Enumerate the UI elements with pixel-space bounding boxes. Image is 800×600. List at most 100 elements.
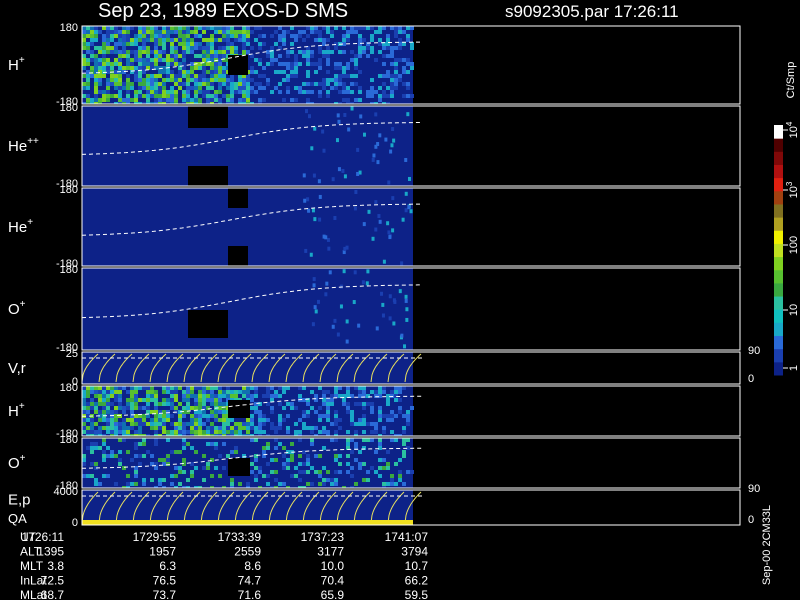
cell [126, 30, 130, 34]
cell [190, 98, 194, 102]
cell [378, 410, 382, 414]
cell [166, 418, 170, 422]
cell [386, 450, 390, 454]
cell [166, 62, 170, 66]
cell [210, 390, 214, 394]
cell [154, 438, 158, 442]
cell [110, 426, 114, 430]
cell [206, 62, 210, 66]
footer-row-label: MLT [20, 559, 44, 573]
cell [90, 430, 94, 434]
cell [106, 86, 110, 90]
cell [302, 386, 306, 390]
cell [290, 26, 294, 30]
cell [170, 398, 174, 402]
cell [310, 430, 314, 434]
cell [350, 410, 354, 414]
cell [258, 98, 262, 102]
cell [178, 482, 182, 486]
cell [250, 414, 254, 418]
cell [166, 26, 170, 30]
cell [190, 418, 194, 422]
cell [234, 82, 238, 86]
spectrograms [82, 26, 414, 525]
cell [122, 42, 126, 46]
cell [318, 50, 322, 54]
cell [306, 414, 310, 418]
cell [106, 94, 110, 98]
cell [386, 418, 390, 422]
cell [122, 434, 126, 436]
cell [242, 26, 246, 30]
cell [358, 50, 362, 54]
cell [310, 50, 314, 54]
cell [274, 70, 278, 74]
cell [378, 386, 382, 390]
cell [190, 430, 194, 434]
spin-curve [285, 353, 303, 383]
cell [326, 82, 330, 86]
panel-label-text: O [8, 301, 20, 318]
cell [398, 42, 402, 46]
cell [194, 402, 198, 406]
cell [214, 446, 218, 450]
cell [194, 90, 198, 94]
cell [294, 430, 298, 434]
cell [250, 66, 254, 70]
panel-frame [81, 351, 741, 385]
cell [238, 30, 242, 34]
colorbar-label-base: 100 [788, 236, 800, 254]
cell [158, 98, 162, 102]
cell [298, 394, 302, 398]
cell [306, 398, 310, 402]
cell [338, 78, 342, 82]
cell [102, 426, 106, 430]
cell [166, 90, 170, 94]
cell [130, 414, 134, 418]
cell [170, 26, 174, 30]
cell [166, 30, 170, 34]
cell [106, 58, 110, 62]
cell [186, 38, 190, 42]
cell [254, 386, 258, 390]
cell [366, 470, 370, 474]
cell [114, 386, 118, 390]
cell [226, 94, 230, 98]
cell [238, 422, 242, 426]
cell [94, 30, 98, 34]
spin-curve [115, 491, 133, 524]
cell [238, 86, 242, 90]
cell [118, 450, 122, 454]
cell [170, 78, 174, 82]
cell [158, 42, 162, 46]
cell [350, 90, 354, 94]
cell [386, 34, 390, 38]
cell [274, 438, 278, 442]
cell [174, 430, 178, 434]
cell [94, 394, 98, 398]
colorbar-segment [774, 269, 783, 284]
cell [158, 34, 162, 38]
cell [286, 414, 290, 418]
cell [194, 414, 198, 418]
cell [118, 30, 122, 34]
cell [86, 94, 90, 98]
cell [194, 94, 198, 98]
cell [146, 46, 150, 50]
cell [350, 106, 354, 111]
cell [138, 58, 142, 62]
cell [226, 454, 230, 458]
cell [370, 50, 374, 54]
cell [386, 394, 390, 398]
cell [270, 46, 274, 50]
cell [102, 390, 106, 394]
cell [110, 50, 114, 54]
cell [82, 74, 86, 78]
cell [106, 422, 110, 426]
cell [226, 30, 230, 34]
cell [146, 406, 150, 410]
cell [90, 402, 94, 406]
cell [310, 54, 314, 58]
cell [306, 458, 310, 462]
cell [150, 478, 154, 482]
